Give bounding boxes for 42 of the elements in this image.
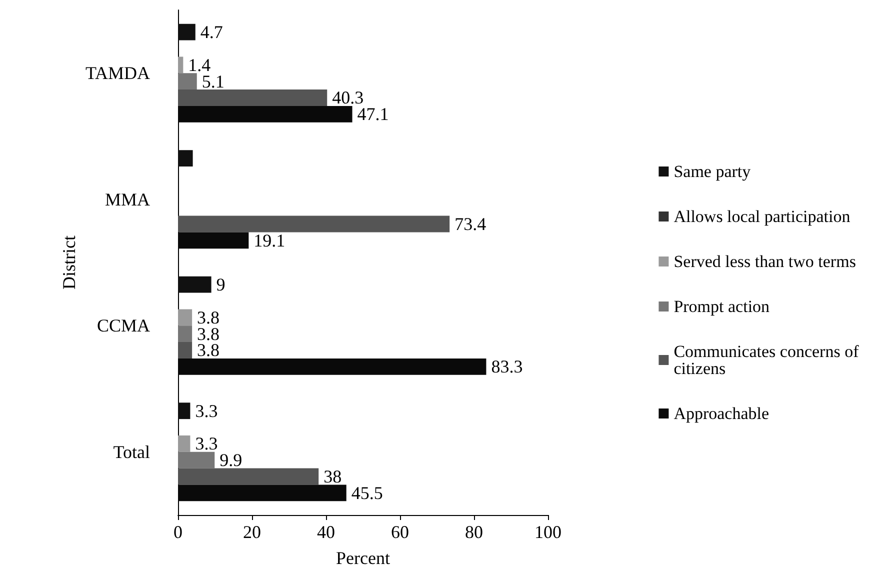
data-label: 45.5	[351, 482, 383, 503]
x-tick-label: 80	[465, 522, 483, 542]
y-axis-title: District	[59, 236, 79, 290]
y-tick-label: Total	[113, 442, 150, 462]
bar	[178, 150, 193, 167]
data-label: 3.3	[195, 434, 218, 454]
x-tick-label: 60	[391, 522, 409, 542]
legend-label: Prompt action	[674, 297, 770, 316]
x-axis-title: Percent	[336, 548, 390, 568]
bar	[178, 452, 215, 468]
legend-label: Same party	[674, 162, 752, 181]
data-label: 73.4	[454, 214, 486, 234]
data-label: 9.9	[220, 450, 242, 470]
bar	[178, 90, 328, 106]
x-tick-label: 20	[243, 522, 261, 542]
bar	[178, 342, 192, 358]
legend-label: Approachable	[674, 404, 770, 423]
legend-label: Served less than two terms	[674, 252, 856, 271]
bar	[178, 216, 450, 232]
data-label: 3.3	[195, 400, 218, 421]
data-label: 83.3	[491, 356, 523, 377]
bar	[178, 276, 212, 293]
bar	[178, 468, 319, 485]
data-label: 9	[216, 274, 226, 295]
x-tick-label: 40	[317, 522, 335, 542]
legend-label: Communicates concerns of citizens	[674, 342, 864, 378]
bar	[178, 402, 190, 420]
bar	[178, 56, 184, 74]
bar	[178, 73, 197, 90]
y-tick-label: MMA	[104, 189, 150, 210]
bar	[178, 435, 190, 452]
x-tick-label: 100	[534, 522, 562, 542]
bar	[178, 24, 196, 40]
legend-label: Allows local participation	[674, 207, 851, 226]
data-label: 19.1	[254, 230, 286, 250]
y-tick-label: TAMDA	[85, 63, 150, 84]
bar	[178, 326, 192, 342]
x-tick-label: 0	[174, 522, 182, 542]
data-label: 4.7	[200, 22, 223, 42]
bar	[178, 309, 192, 326]
y-tick-label: CCMA	[96, 316, 150, 336]
data-label: 38	[324, 466, 342, 486]
